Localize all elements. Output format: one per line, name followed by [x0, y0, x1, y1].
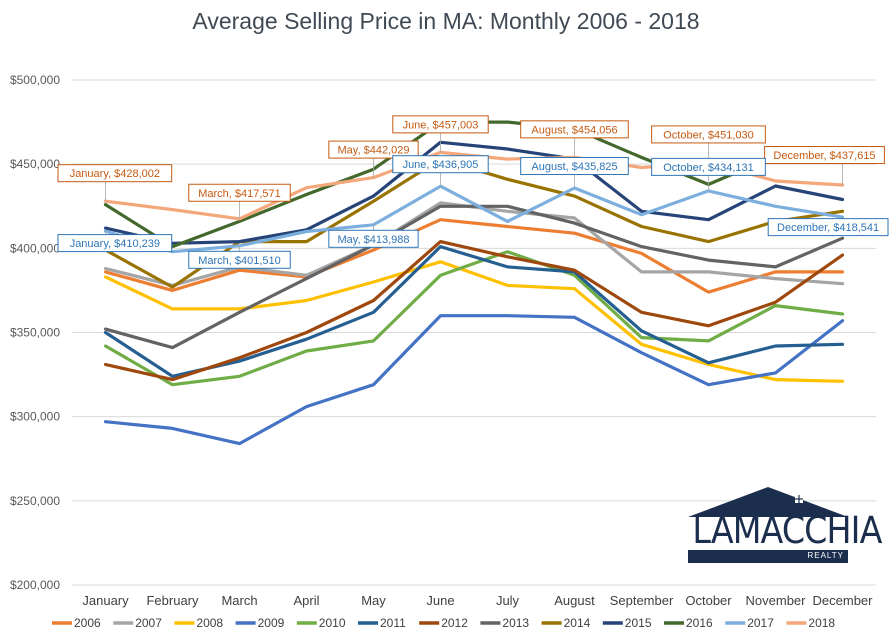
data-label-box: [392, 115, 489, 134]
logo-subtitle: REALTY: [807, 551, 844, 560]
data-label: March, $401,510: [198, 255, 281, 267]
series-line-2011: [103, 245, 845, 378]
y-tick-label: $400,000: [10, 241, 60, 255]
logo-name: LAMACCHIA: [692, 509, 882, 552]
data-label-box: [520, 120, 629, 139]
data-label: January, $410,239: [70, 238, 160, 250]
data-label-box: [651, 157, 766, 176]
x-tick-label: June: [426, 593, 454, 608]
legend-label: 2015: [625, 616, 652, 630]
data-label-box: [328, 140, 419, 159]
chart-title: Average Selling Price in MA: Monthly 200…: [192, 8, 700, 34]
legend-label: 2008: [196, 616, 223, 630]
x-tick-label: March: [221, 593, 257, 608]
legend-label: 2013: [502, 616, 529, 630]
legend-label: 2018: [808, 616, 835, 630]
data-label: December, $437,615: [773, 150, 875, 162]
legend-label: 2014: [564, 616, 591, 630]
x-tick-label: February: [146, 593, 199, 608]
y-tick-label: $200,000: [10, 578, 60, 592]
x-tick-label: August: [554, 593, 595, 608]
data-label: December, $418,541: [777, 222, 879, 234]
data-label: October, $451,030: [663, 129, 754, 141]
data-label: March, $417,571: [198, 188, 281, 200]
legend-label: 2011: [380, 616, 406, 630]
data-label: June, $436,905: [403, 159, 479, 171]
legend-label: 2016: [686, 616, 713, 630]
data-label: May, $413,988: [338, 234, 410, 246]
data-label: May, $442,029: [338, 145, 410, 157]
data-label-box: [767, 218, 889, 237]
y-tick-label: $500,000: [10, 73, 60, 87]
series-line-2009: [103, 314, 845, 446]
legend-label: 2006: [74, 616, 101, 630]
x-tick-label: May: [361, 593, 386, 608]
series-line-2006: [103, 218, 845, 294]
y-tick-label: $350,000: [10, 326, 60, 340]
x-tick-label: September: [610, 593, 674, 608]
data-label-box: [188, 183, 291, 202]
data-label: August, $454,056: [531, 124, 617, 136]
x-tick-label: January: [82, 593, 129, 608]
legend-label: 2017: [747, 616, 774, 630]
series-line-2015: [103, 140, 845, 245]
series-line-2017: [103, 184, 845, 254]
series-line-2010: [103, 250, 845, 387]
data-label: August, $435,825: [531, 161, 617, 173]
data-label-box: [328, 229, 419, 248]
data-label-box: [651, 125, 766, 144]
data-label-box: [188, 250, 291, 269]
data-label: October, $434,131: [663, 162, 754, 174]
x-tick-label: July: [496, 593, 520, 608]
data-label: June, $457,003: [403, 119, 479, 131]
series-line-2008: [103, 260, 845, 383]
y-tick-label: $250,000: [10, 494, 60, 508]
x-tick-label: October: [685, 593, 732, 608]
data-label-box: [520, 157, 629, 176]
house-roof-icon: [688, 487, 848, 517]
legend-label: 2012: [441, 616, 468, 630]
x-tick-label: November: [746, 593, 807, 608]
logo-bar: [688, 550, 848, 563]
y-tick-label: $300,000: [10, 410, 60, 424]
data-label: January, $428,002: [70, 168, 160, 180]
legend-label: 2009: [258, 616, 285, 630]
series-line-2013: [103, 204, 845, 350]
data-label-box: [57, 164, 173, 183]
x-tick-label: April: [293, 593, 319, 608]
data-label-box: [57, 234, 173, 253]
data-label-box: [764, 146, 885, 165]
y-tick-label: $450,000: [10, 157, 60, 171]
legend-label: 2010: [319, 616, 346, 630]
legend-label: 2007: [135, 616, 162, 630]
data-label-box: [392, 155, 489, 174]
series-line-2012: [103, 240, 845, 382]
x-tick-label: December: [813, 593, 874, 608]
company-logo: LAMACCHIA REALTY: [684, 487, 882, 565]
